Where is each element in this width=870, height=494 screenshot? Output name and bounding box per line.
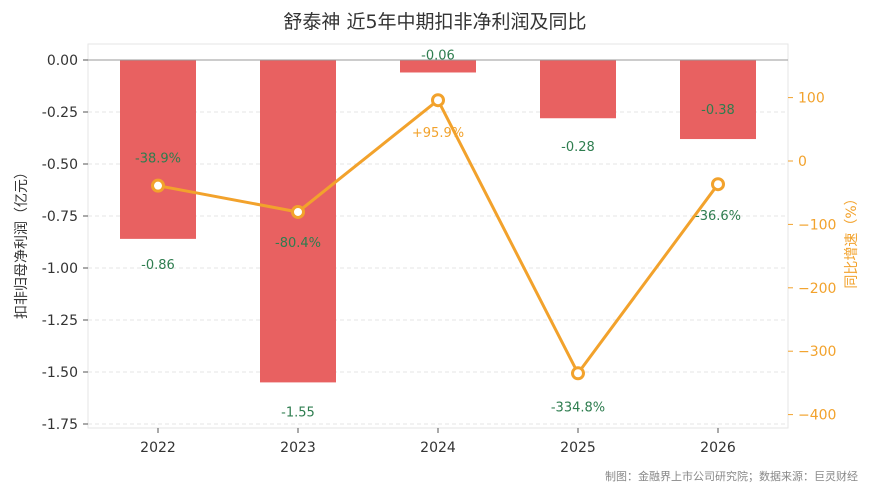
y-left-tick-label: 0.00 <box>47 53 78 69</box>
y-left-tick-label: -1.25 <box>42 313 78 329</box>
y-right-tick-label: −300 <box>798 344 836 360</box>
bar <box>540 60 616 119</box>
bar-value-label: -0.38 <box>701 103 735 118</box>
y-left-tick-label: -1.75 <box>42 417 78 433</box>
bar-value-label: -0.86 <box>141 258 175 273</box>
line-series <box>151 93 725 381</box>
y-right-tick-label: 100 <box>798 91 825 107</box>
line-point <box>151 178 165 193</box>
line-point <box>711 177 725 192</box>
line-value-label: -334.8% <box>551 400 605 415</box>
line-point <box>571 366 585 381</box>
bar-value-label: -0.06 <box>421 48 455 63</box>
y-right-tick-label: −100 <box>798 217 836 233</box>
x-tick-label: 2023 <box>280 440 316 456</box>
source-note: 制图：金融界上市公司研究院；数据来源：巨灵财经 <box>605 469 858 483</box>
y-left-tick-label: -0.75 <box>42 209 78 225</box>
line-value-label: -80.4% <box>275 236 321 251</box>
bar-value-label: -1.55 <box>281 405 315 420</box>
line-point <box>291 204 305 219</box>
y-right-axis-label: 同比增速（%） <box>844 191 860 288</box>
bar-value-label: -0.28 <box>561 140 595 155</box>
y-left-tick-label: -1.50 <box>42 365 78 381</box>
y-right-tick-label: −200 <box>798 281 836 297</box>
x-tick-label: 2022 <box>140 440 176 456</box>
x-tick-label: 2026 <box>700 440 736 456</box>
y-left-tick-label: -0.50 <box>42 157 78 173</box>
line-value-label: +95.9% <box>412 126 464 141</box>
axes: 0.00 -0.25 -0.50 -0.75 -1.00 -1.25 -1.50 -1.75 1… <box>42 53 837 456</box>
y-right-tick-label: 0 <box>798 154 807 170</box>
y-left-tick-label: -0.25 <box>42 105 78 121</box>
bars <box>120 60 756 383</box>
chart-title: 舒泰神 近5年中期扣非净利润及同比 <box>283 11 586 33</box>
x-tick-label: 2024 <box>420 440 456 456</box>
bar <box>120 60 196 239</box>
y-left-axis-label: 扣非归母净利润（亿元） <box>13 165 30 319</box>
x-tick-label: 2025 <box>560 440 596 456</box>
line-point <box>431 93 445 108</box>
bar <box>400 60 476 73</box>
data-labels: -0.86 -1.55 -0.06 -0.28 -0.38 -38.9% -80.4% +95… <box>135 48 741 420</box>
y-left-tick-label: -1.00 <box>42 261 78 277</box>
line-value-label: -36.6% <box>695 209 741 224</box>
line-value-label: -38.9% <box>135 152 181 167</box>
bar <box>680 60 756 140</box>
bar <box>260 60 336 383</box>
y-right-tick-label: −400 <box>798 408 836 424</box>
